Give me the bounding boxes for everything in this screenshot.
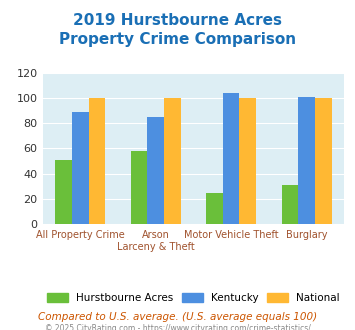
Bar xyxy=(72,112,89,224)
Bar xyxy=(164,98,181,224)
Bar xyxy=(298,97,315,224)
Bar xyxy=(131,151,147,224)
Legend: Hurstbourne Acres, Kentucky, National: Hurstbourne Acres, Kentucky, National xyxy=(42,287,345,308)
Bar xyxy=(282,185,298,224)
Bar xyxy=(240,98,256,224)
Bar xyxy=(147,117,164,224)
Bar xyxy=(315,98,332,224)
Bar xyxy=(206,193,223,224)
Bar xyxy=(89,98,105,224)
Text: 2019 Hurstbourne Acres
Property Crime Comparison: 2019 Hurstbourne Acres Property Crime Co… xyxy=(59,13,296,47)
Text: © 2025 CityRating.com - https://www.cityrating.com/crime-statistics/: © 2025 CityRating.com - https://www.city… xyxy=(45,324,310,330)
Text: Compared to U.S. average. (U.S. average equals 100): Compared to U.S. average. (U.S. average … xyxy=(38,312,317,322)
Bar xyxy=(223,93,240,224)
Bar xyxy=(55,160,72,224)
